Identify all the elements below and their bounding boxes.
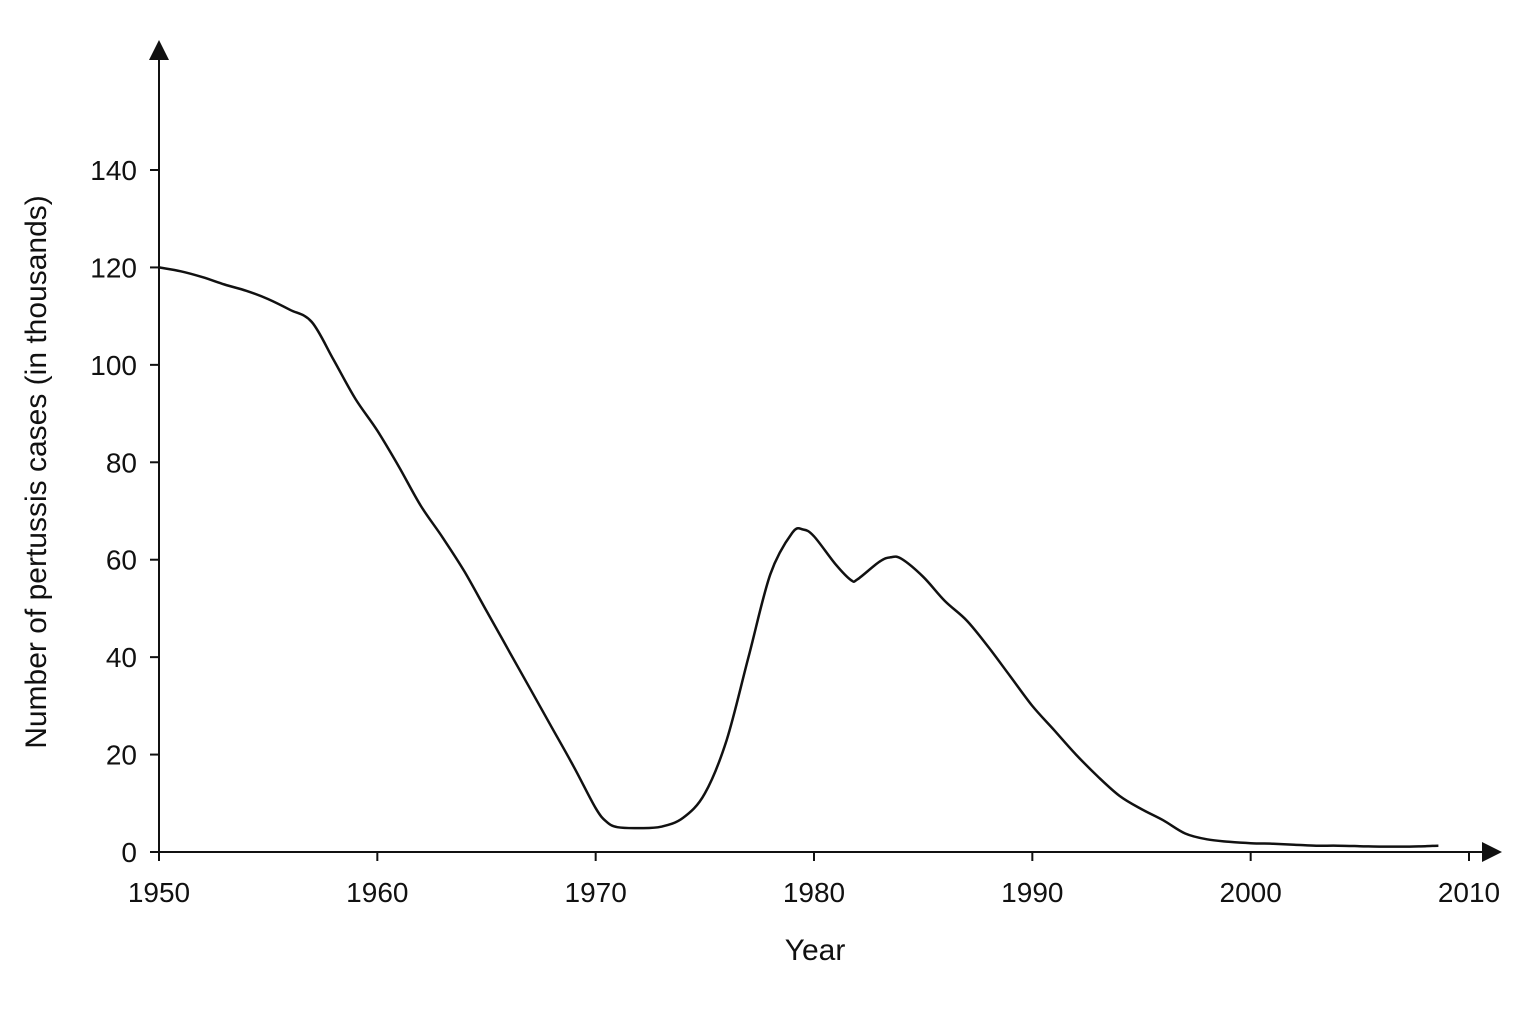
y-tick-label: 100 <box>90 350 137 381</box>
y-axis-ticks: 0 20 40 60 80 100 120 140 <box>90 155 159 868</box>
x-tick-label: 2010 <box>1438 877 1500 908</box>
x-tick-label: 2000 <box>1220 877 1282 908</box>
x-axis-title: Year <box>785 934 846 967</box>
y-tick-label: 20 <box>106 740 137 771</box>
x-axis-ticks: 1950 1960 1970 1980 1990 2000 2010 <box>128 852 1500 908</box>
y-tick-label: 0 <box>121 837 137 868</box>
y-tick-label: 140 <box>90 155 137 186</box>
series-group <box>158 266 1439 848</box>
x-tick-label: 1990 <box>1001 877 1063 908</box>
x-tick-label: 1960 <box>346 877 408 908</box>
y-tick-label: 120 <box>90 252 137 283</box>
x-tick-label: 1980 <box>783 877 845 908</box>
y-axis-title: Number of pertussis cases (in thousands) <box>20 195 53 749</box>
y-tick-label: 60 <box>106 545 137 576</box>
y-tick-label: 40 <box>106 642 137 673</box>
y-tick-label: 80 <box>106 447 137 478</box>
x-tick-label: 1950 <box>128 877 190 908</box>
series-line <box>158 266 1439 848</box>
x-tick-label: 1970 <box>565 877 627 908</box>
